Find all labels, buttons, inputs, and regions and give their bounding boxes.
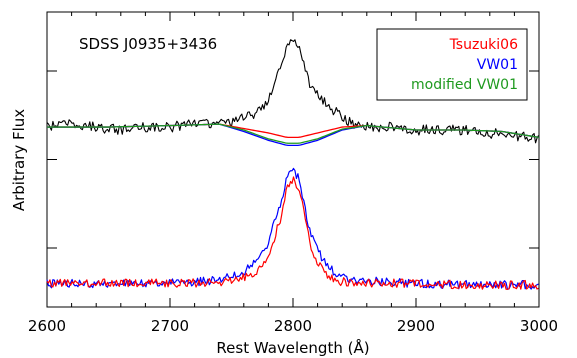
legend-box	[376, 28, 528, 101]
legend: Tsuzuki06 VW01 modified VW01	[376, 28, 528, 101]
y-axis-ticks	[47, 70, 539, 249]
legend-label-vw01: VW01	[477, 57, 518, 73]
chart-title: SDSS J0935+3436	[79, 35, 217, 53]
legend-label-tsuzuki06: Tsuzuki06	[449, 37, 519, 53]
model-line-modified-vw01	[47, 123, 540, 144]
x-tick-label: 2900	[397, 317, 435, 335]
x-axis-ticks: 2600 2700 2800 2900 3000	[28, 12, 558, 335]
x-axis-label: Rest Wavelength (Å)	[216, 338, 369, 357]
observed-spectrum-line	[46, 39, 539, 144]
x-tick-label: 2700	[151, 317, 189, 335]
legend-label-modified-vw01: modified VW01	[411, 77, 518, 93]
x-tick-label: 2800	[274, 317, 312, 335]
x-tick-label: 2600	[28, 317, 66, 335]
residual-line-vw01	[46, 167, 539, 290]
series-group	[46, 39, 540, 290]
residual-line-tsuzuki06	[46, 176, 539, 290]
x-tick-label: 3000	[520, 317, 558, 335]
y-axis-label: Arbitrary Flux	[10, 109, 28, 211]
